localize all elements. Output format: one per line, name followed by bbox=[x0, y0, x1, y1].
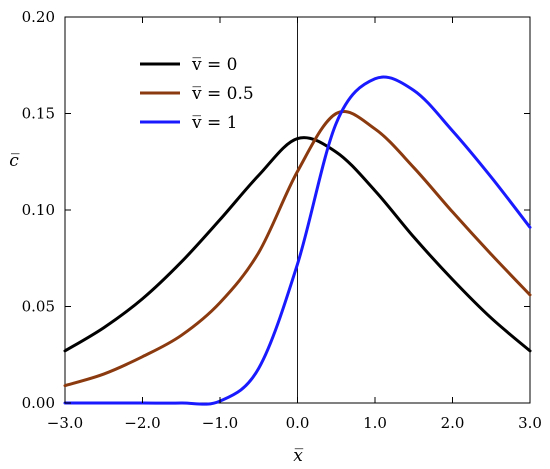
y-tick-label: 0.10 bbox=[22, 201, 55, 219]
series-line-1 bbox=[63, 136, 532, 353]
x-axis-label: x̅ bbox=[293, 446, 303, 466]
series-line-2 bbox=[63, 110, 532, 388]
legend-label-3: v̅ = 1 bbox=[191, 113, 237, 133]
x-tick-label: 1.0 bbox=[363, 414, 387, 432]
tick-labels: −3.0 −2.0 −1.0 0.0 1.0 2.0 3.0 0.00 0.05 0.10 0.15… bbox=[22, 8, 542, 432]
y-tick-label: 0.00 bbox=[22, 394, 55, 412]
x-tick-label: −1.0 bbox=[202, 414, 238, 432]
y-axis-label: c̅ bbox=[9, 151, 19, 171]
axis-ticks bbox=[64, 16, 531, 404]
series-line-3 bbox=[63, 75, 532, 406]
y-tick-label: 0.20 bbox=[22, 8, 55, 26]
legend: v̅ = 0 v̅ = 0.5 v̅ = 1 bbox=[140, 55, 254, 133]
y-tick-label: 0.05 bbox=[22, 298, 55, 316]
series-lines bbox=[63, 75, 532, 406]
x-tick-label: 3.0 bbox=[518, 414, 542, 432]
x-tick-label: 0.0 bbox=[286, 414, 310, 432]
legend-label-2: v̅ = 0.5 bbox=[191, 84, 254, 104]
y-tick-label: 0.15 bbox=[22, 105, 55, 123]
x-tick-label: −3.0 bbox=[47, 414, 83, 432]
x-tick-label: 2.0 bbox=[441, 414, 465, 432]
legend-label-1: v̅ = 0 bbox=[191, 55, 237, 75]
x-tick-label: −2.0 bbox=[124, 414, 160, 432]
